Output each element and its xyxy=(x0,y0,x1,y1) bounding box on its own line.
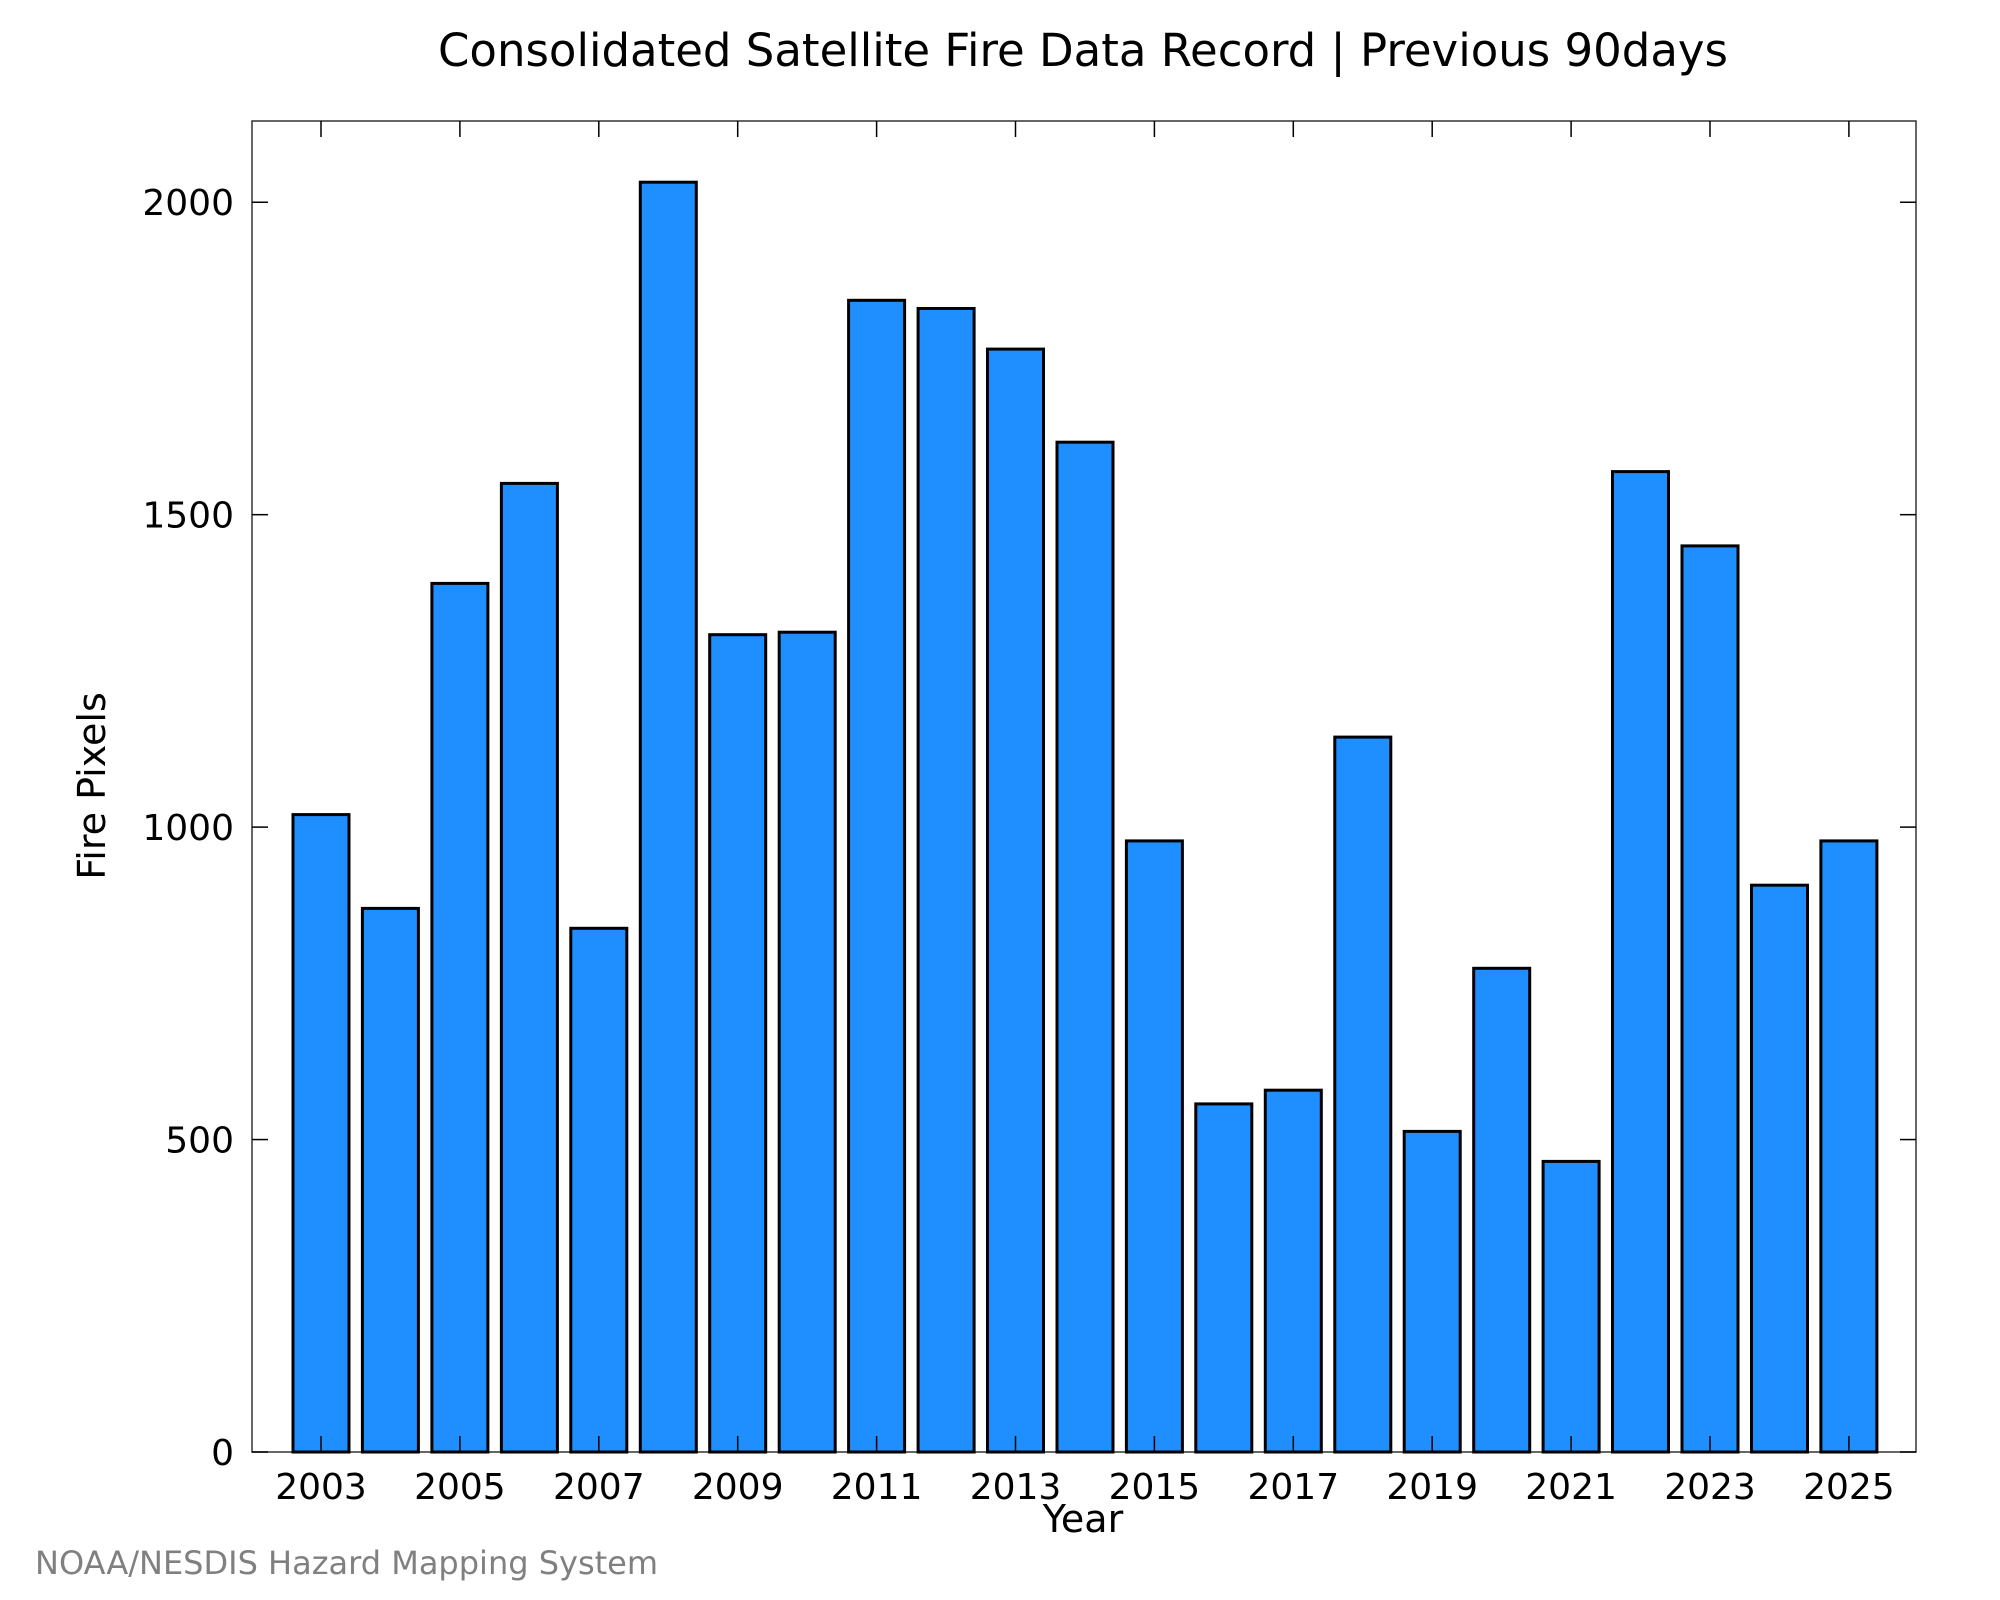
y-tick-label: 500 xyxy=(165,1121,234,1162)
bar-2016 xyxy=(1194,1102,1254,1454)
bar-2008 xyxy=(638,180,698,1454)
x-axis-label: Year xyxy=(1042,1497,1124,1541)
bar-2019 xyxy=(1402,1129,1462,1454)
chart-title: Consolidated Satellite Fire Data Record … xyxy=(438,24,1728,77)
bar-2022 xyxy=(1611,470,1670,1454)
bar-2005 xyxy=(430,581,490,1454)
bar-2003 xyxy=(291,813,351,1454)
bars-group xyxy=(291,180,1879,1454)
bar-2021 xyxy=(1541,1159,1601,1454)
bar-2009 xyxy=(708,633,768,1454)
bar-2024 xyxy=(1750,883,1809,1454)
ticks-group: 0 500 1000 1500 2000 2003 2005 2007 2009 2011 2013… xyxy=(142,121,1916,1508)
source-credit: NOAA/NESDIS Hazard Mapping System xyxy=(35,1544,658,1582)
bar-2011 xyxy=(847,298,907,1454)
bar-2017 xyxy=(1263,1088,1323,1454)
x-tick-label: 2023 xyxy=(1664,1467,1756,1508)
bar-2012 xyxy=(916,307,976,1454)
x-tick-label: 2003 xyxy=(275,1467,367,1508)
bar-2004 xyxy=(360,906,420,1454)
bar-2025 xyxy=(1819,839,1879,1454)
x-tick-label: 2025 xyxy=(1803,1467,1895,1508)
x-tick-label: 2015 xyxy=(1109,1467,1201,1508)
y-tick-label: 1000 xyxy=(142,808,234,849)
y-axis-label: Fire Pixels xyxy=(70,692,114,880)
bar-2020 xyxy=(1472,966,1532,1454)
x-tick-label: 2009 xyxy=(692,1467,784,1508)
bar-2023 xyxy=(1680,544,1740,1454)
bar-2014 xyxy=(1055,440,1115,1454)
y-tick-label: 1500 xyxy=(142,496,234,537)
x-tick-label: 2005 xyxy=(414,1467,506,1508)
x-tick-label: 2013 xyxy=(970,1467,1062,1508)
x-tick-label: 2019 xyxy=(1386,1467,1478,1508)
bar-2010 xyxy=(777,630,837,1454)
bar-2013 xyxy=(986,347,1045,1454)
bar-2007 xyxy=(569,926,629,1454)
y-tick-label: 2000 xyxy=(142,183,234,224)
y-tick-label: 0 xyxy=(211,1433,234,1474)
x-tick-label: 2021 xyxy=(1525,1467,1617,1508)
x-tick-label: 2007 xyxy=(553,1467,645,1508)
bar-2006 xyxy=(499,481,559,1454)
bar-2015 xyxy=(1124,839,1184,1454)
bar-2018 xyxy=(1333,735,1393,1454)
x-tick-label: 2017 xyxy=(1247,1467,1339,1508)
x-tick-label: 2011 xyxy=(831,1467,923,1508)
